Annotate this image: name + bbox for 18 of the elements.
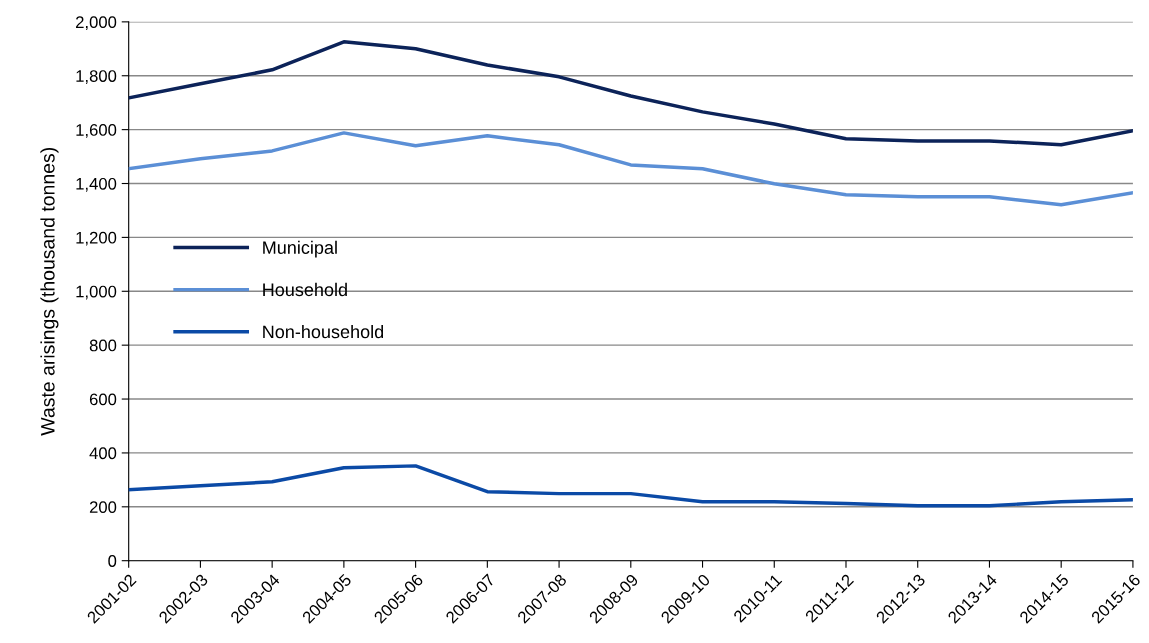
y-tick-label: 600 bbox=[89, 393, 117, 406]
line-series bbox=[128, 131, 1133, 207]
y-tick-label: 1,400 bbox=[76, 177, 117, 192]
line-series bbox=[128, 40, 1133, 147]
y-tick-label: 800 bbox=[89, 339, 117, 352]
y-axis-title: Waste arisings (thousand tonnes) bbox=[40, 148, 59, 436]
y-tick-label: 1,600 bbox=[76, 124, 117, 138]
y-tick-label: 200 bbox=[89, 501, 117, 514]
legend-label: Non-household bbox=[263, 324, 384, 339]
y-tick-label: 0 bbox=[108, 555, 117, 567]
y-tick-label: 1,800 bbox=[76, 70, 117, 84]
line-series bbox=[128, 464, 1133, 508]
y-tick-label: 1,000 bbox=[76, 285, 117, 300]
y-tick-label: 1,200 bbox=[76, 231, 117, 246]
y-tick-label: 400 bbox=[89, 447, 117, 460]
legend-label: Municipal bbox=[263, 240, 337, 258]
legend-label: Household bbox=[263, 282, 347, 297]
y-tick-label: 2,000 bbox=[76, 16, 117, 31]
